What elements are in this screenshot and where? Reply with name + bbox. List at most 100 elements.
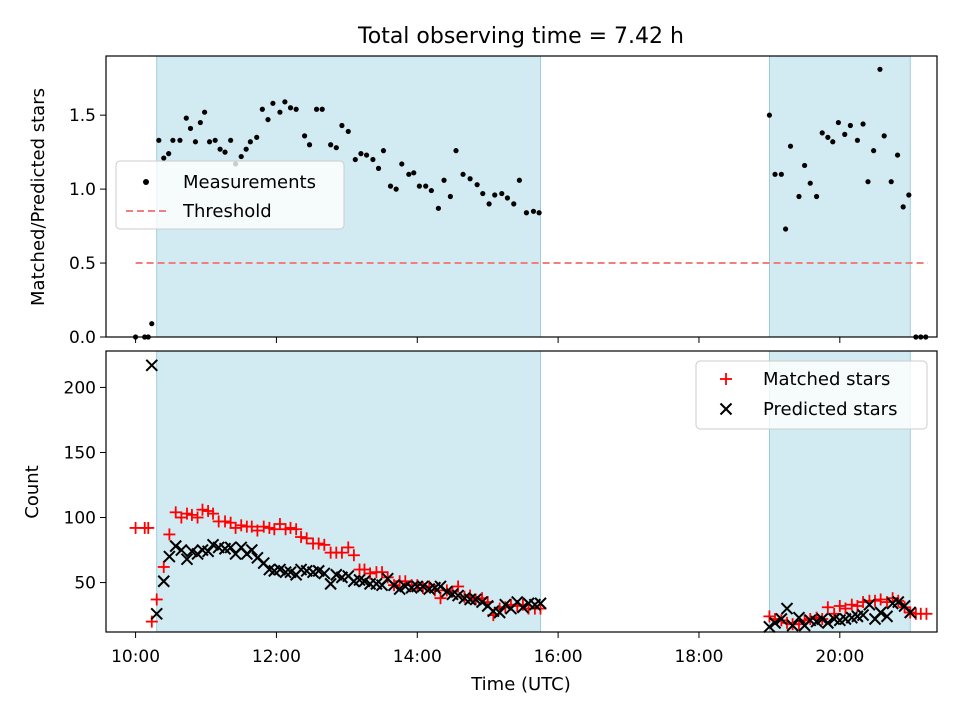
measurement-point	[222, 149, 228, 155]
measurement-point	[819, 130, 825, 136]
matched-star-point	[219, 515, 232, 528]
measurement-point	[860, 121, 866, 127]
measurement-point	[536, 210, 542, 216]
matched-star-point	[920, 607, 933, 620]
measurement-point	[453, 148, 459, 154]
measurement-point	[177, 137, 183, 143]
measurement-point	[339, 122, 345, 129]
measurement-point	[247, 139, 253, 145]
measurement-point	[423, 183, 429, 189]
measurement-point	[149, 321, 155, 327]
measurement-point	[183, 115, 189, 121]
measurement-point	[435, 205, 441, 211]
measurement-point	[301, 133, 308, 139]
matched-star-point	[180, 507, 193, 520]
matched-star-point	[347, 549, 360, 562]
measurement-point	[881, 133, 887, 139]
matched-star-point	[185, 508, 198, 521]
matched-star-point	[376, 566, 389, 579]
predicted-star-point	[816, 612, 829, 626]
predicted-star-point	[475, 595, 489, 609]
bottom-axes-frame	[105, 350, 938, 633]
measurement-point	[499, 190, 505, 197]
x-tick-label: 18:00	[674, 647, 723, 667]
predicted-star-point	[451, 589, 465, 602]
measurement-point	[411, 170, 417, 176]
predicted-star-point	[904, 606, 917, 619]
matched-star-point	[833, 599, 846, 612]
measurement-point	[854, 137, 861, 143]
predicted-star-point	[324, 577, 337, 591]
matched-star-point	[839, 602, 852, 615]
measurement-point	[906, 192, 912, 198]
legend-predicted-label: Predicted stars	[763, 399, 897, 420]
predicted-star-point	[169, 539, 182, 553]
predicted-star-point	[411, 580, 424, 593]
predicted-star-point	[416, 580, 430, 593]
measurement-point	[428, 187, 434, 194]
measurement-point	[894, 152, 901, 158]
measurement-point	[363, 152, 370, 158]
measurement-point	[358, 151, 364, 157]
legend-threshold-label: Threshold	[182, 201, 272, 222]
predicted-star-point	[493, 606, 506, 619]
measurement-point	[161, 155, 167, 161]
measurement-point	[871, 148, 877, 154]
predicted-star-point	[534, 597, 547, 610]
top-panel: 0.0 0.5 1.0 1.5 Matched/Predicted stars Mea…	[28, 55, 938, 348]
x-tick-label: 16:00	[534, 647, 583, 667]
matched-star-point	[235, 519, 248, 532]
predicted-star-point	[768, 616, 782, 630]
top-measurement-points	[132, 66, 929, 340]
y-tick-label: 100	[64, 509, 96, 529]
measurement-point	[206, 139, 213, 145]
matched-star-point	[279, 523, 292, 536]
measurement-point	[447, 193, 453, 200]
measurement-point	[441, 177, 447, 183]
y-tick-label: 200	[64, 378, 96, 398]
measurement-point	[842, 131, 848, 137]
measurement-point	[270, 100, 276, 106]
predicted-star-point	[880, 610, 894, 623]
predicted-star-point	[516, 601, 530, 614]
measurement-point	[399, 161, 405, 167]
predicted-star-point	[780, 602, 794, 615]
measurement-point	[480, 190, 486, 197]
bottom-y-ticks: 50 100 150 200	[64, 378, 106, 594]
matched-star-point	[284, 521, 297, 534]
measurement-point	[217, 146, 223, 152]
matched-star-point	[169, 506, 182, 519]
measurement-point	[802, 162, 808, 169]
top-y-ticks: 0.0 0.5 1.0 1.5	[69, 106, 106, 348]
predicted-star-point	[463, 593, 477, 606]
matched-star-point	[318, 538, 331, 551]
measurement-point	[835, 119, 842, 126]
observing-span-1	[156, 350, 541, 633]
y-tick-label: 150	[64, 443, 96, 463]
top-x-ticks	[135, 337, 841, 343]
measurement-point	[254, 134, 260, 140]
measurement-point	[467, 176, 473, 182]
measurement-point	[352, 156, 358, 163]
measurement-point	[766, 112, 772, 118]
predicted-star-point	[150, 607, 163, 620]
predicted-star-point	[157, 575, 170, 588]
measurement-point	[813, 193, 820, 200]
legend-predicted-marker	[719, 402, 733, 416]
top-legend-box	[115, 160, 345, 230]
matched-star-point	[207, 507, 220, 520]
top-axes-frame	[105, 55, 938, 338]
matched-star-point	[142, 521, 155, 534]
measurement-point	[238, 153, 244, 160]
predicted-star-point	[821, 616, 835, 630]
predicted-star-point	[469, 593, 482, 606]
matched-star-point	[163, 528, 176, 541]
predicted-star-point	[180, 552, 194, 566]
measurement-point	[807, 180, 813, 186]
y-tick-label: 0.0	[69, 328, 96, 348]
matched-star-point	[434, 592, 447, 605]
predicted-star-point	[163, 550, 176, 563]
legend-plus-glyph	[720, 373, 732, 385]
matched-star-point	[224, 516, 237, 529]
predicted-star-point	[245, 543, 258, 557]
